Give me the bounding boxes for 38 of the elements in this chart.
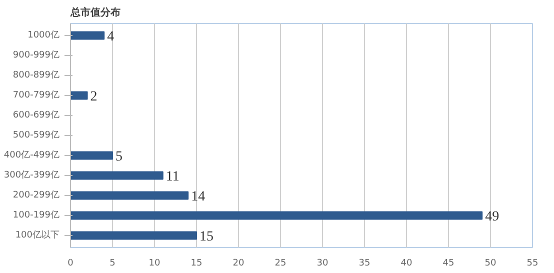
- y-tick-label: 1000亿: [28, 30, 60, 40]
- y-tick-label: 300亿-399亿: [4, 170, 60, 180]
- y-tick-label: 800-899亿: [12, 70, 60, 80]
- y-tick-label: 500-599亿: [12, 130, 60, 140]
- bar: [70, 91, 88, 100]
- y-tick-label: 200-299亿: [12, 190, 60, 200]
- y-tick-label: 400亿-499亿: [4, 150, 60, 160]
- x-tick-label: 25: [274, 258, 286, 268]
- data-label: 4: [107, 30, 114, 44]
- bar: [70, 191, 189, 200]
- data-label: 15: [200, 230, 214, 244]
- x-tick-label: 0: [68, 258, 74, 268]
- bar: [70, 151, 113, 160]
- y-tick-label: 100亿以下: [15, 230, 60, 240]
- bar: [70, 211, 483, 220]
- data-label: 5: [116, 150, 122, 164]
- y-tick-label: 700-799亿: [12, 90, 60, 100]
- x-tick-label: 40: [400, 258, 412, 268]
- x-tick-label: 45: [442, 258, 454, 268]
- chart-title: 总市值分布: [70, 6, 120, 18]
- y-tick-label: 100-199亿: [12, 210, 60, 220]
- data-label: 11: [166, 170, 180, 184]
- x-tick-label: 30: [316, 258, 328, 268]
- x-tick-label: 20: [232, 258, 244, 268]
- bar: [70, 171, 164, 180]
- x-tick-label: 55: [526, 258, 538, 268]
- y-tick-label: 900-999亿: [12, 50, 60, 60]
- x-tick-label: 5: [110, 258, 116, 268]
- data-label: 49: [485, 210, 500, 224]
- x-tick-label: 35: [358, 258, 370, 268]
- bar: [70, 31, 105, 40]
- x-tick-label: 10: [148, 258, 160, 268]
- y-tick-label: 600-699亿: [12, 110, 60, 120]
- bar: [70, 231, 197, 240]
- x-tick-label: 50: [484, 258, 496, 268]
- data-label: 2: [90, 90, 98, 104]
- x-tick-label: 15: [190, 258, 202, 268]
- data-label: 14: [191, 190, 206, 204]
